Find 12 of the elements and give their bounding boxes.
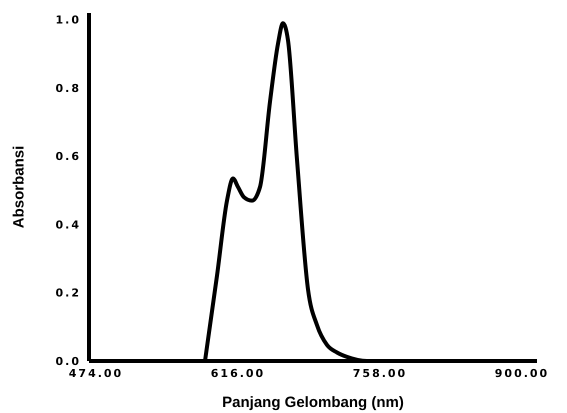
- x-tick-label: 900.00: [494, 366, 550, 380]
- x-tick-label: 616.00: [210, 366, 266, 380]
- y-tick-label: 0.4: [56, 218, 81, 232]
- y-tick-label: 0.6: [56, 150, 81, 164]
- x-axis-title: Panjang Gelombang (nm): [222, 394, 404, 411]
- y-tick-label: 1.0: [56, 14, 81, 27]
- x-tick-label: 758.00: [352, 366, 408, 380]
- y-tick-label: 0.2: [56, 286, 81, 300]
- y-tick-label: 0.8: [56, 82, 81, 95]
- y-axis-title: Absorbansi: [10, 146, 28, 228]
- y-tick-label: 0.0: [56, 354, 81, 368]
- x-tick-label: 474.00: [68, 366, 124, 380]
